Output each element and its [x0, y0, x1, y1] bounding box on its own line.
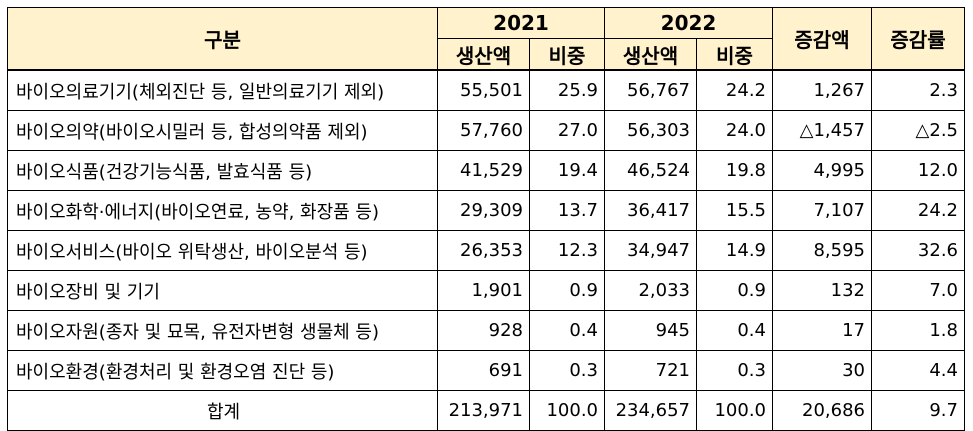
table-row: 바이오식품(건강기능식품, 발효식품 등) 41,529 19.4 46,524… — [7, 150, 965, 191]
cell-change-amount: 8,595 — [772, 230, 872, 271]
cell-production-2021: 57,760 — [437, 110, 530, 151]
cell-production-2022: 945 — [604, 310, 697, 351]
cell-production-2022: 2,033 — [604, 270, 697, 311]
cell-share-2022: 24.2 — [696, 69, 773, 111]
cell-change-rate: 7.0 — [871, 270, 965, 311]
cell-production-2021: 55,501 — [437, 69, 530, 111]
cell-share-2022: 0.9 — [696, 270, 773, 311]
total-production-2022: 234,657 — [604, 390, 697, 431]
cell-share-2021: 0.4 — [529, 310, 605, 351]
cell-production-2022: 46,524 — [604, 150, 697, 191]
cell-production-2022: 34,947 — [604, 230, 697, 271]
cell-change-amount: 132 — [772, 270, 872, 311]
cell-change-amount: 7,107 — [772, 190, 872, 231]
cell-production-2021: 29,309 — [437, 190, 530, 231]
cell-production-2021: 928 — [437, 310, 530, 351]
total-label: 합계 — [7, 390, 438, 431]
header-year-2021: 2021 — [437, 7, 605, 39]
header-production-2021: 생산액 — [437, 38, 530, 71]
row-label: 바이오화학·에너지(바이오연료, 농약, 화장품 등) — [7, 190, 438, 231]
header-share-2022: 비중 — [696, 38, 773, 71]
cell-change-rate: 1.8 — [871, 310, 965, 351]
table-row: 바이오의료기기(체외진단 등, 일반의료기기 제외) 55,501 25.9 5… — [7, 69, 965, 111]
cell-share-2021: 0.3 — [529, 350, 605, 391]
cell-change-amount: 1,267 — [772, 69, 872, 111]
cell-change-amount: 17 — [772, 310, 872, 351]
row-label: 바이오서비스(바이오 위탁생산, 바이오분석 등) — [7, 230, 438, 271]
cell-change-amount: 4,995 — [772, 150, 872, 191]
total-row: 합계 213,971 100.0 234,657 100.0 20,686 9.… — [7, 390, 965, 431]
table-row: 바이오화학·에너지(바이오연료, 농약, 화장품 등) 29,309 13.7 … — [7, 190, 965, 231]
cell-share-2021: 19.4 — [529, 150, 605, 191]
cell-production-2022: 56,303 — [604, 110, 697, 151]
cell-share-2021: 27.0 — [529, 110, 605, 151]
cell-share-2022: 15.5 — [696, 190, 773, 231]
cell-production-2022: 721 — [604, 350, 697, 391]
cell-share-2022: 14.9 — [696, 230, 773, 271]
total-share-2021: 100.0 — [529, 390, 605, 431]
cell-production-2021: 41,529 — [437, 150, 530, 191]
cell-production-2021: 1,901 — [437, 270, 530, 311]
total-production-2021: 213,971 — [437, 390, 530, 431]
table-header: 구분 2021 2022 증감액 증감률 생산액 비중 생산액 비중 — [7, 7, 965, 71]
cell-change-amount: △1,457 — [772, 110, 872, 151]
table-row: 바이오의약(바이오시밀러 등, 합성의약품 제외) 57,760 27.0 56… — [7, 110, 965, 151]
table-row: 바이오장비 및 기기 1,901 0.9 2,033 0.9 132 7.0 — [7, 270, 965, 311]
header-year-2022: 2022 — [604, 7, 773, 39]
total-change-rate: 9.7 — [871, 390, 965, 431]
row-label: 바이오의약(바이오시밀러 등, 합성의약품 제외) — [7, 110, 438, 151]
header-change-amount: 증감액 — [772, 7, 872, 71]
cell-share-2022: 19.8 — [696, 150, 773, 191]
cell-change-rate: 24.2 — [871, 190, 965, 231]
total-share-2022: 100.0 — [696, 390, 773, 431]
cell-change-rate: 12.0 — [871, 150, 965, 191]
cell-production-2022: 36,417 — [604, 190, 697, 231]
cell-production-2021: 691 — [437, 350, 530, 391]
cell-production-2021: 26,353 — [437, 230, 530, 271]
cell-change-rate: 2.3 — [871, 69, 965, 111]
table-row: 바이오자원(종자 및 묘목, 유전자변형 생물체 등) 928 0.4 945 … — [7, 310, 965, 351]
bio-production-table: 구분 2021 2022 증감액 증감률 생산액 비중 생산액 비중 바이오의료… — [7, 7, 965, 431]
cell-share-2022: 24.0 — [696, 110, 773, 151]
header-category: 구분 — [7, 7, 438, 71]
table-row: 바이오환경(환경처리 및 환경오염 진단 등) 691 0.3 721 0.3 … — [7, 350, 965, 391]
cell-change-amount: 30 — [772, 350, 872, 391]
cell-share-2021: 25.9 — [529, 69, 605, 111]
cell-share-2021: 0.9 — [529, 270, 605, 311]
header-share-2021: 비중 — [529, 38, 605, 71]
row-label: 바이오의료기기(체외진단 등, 일반의료기기 제외) — [7, 69, 438, 111]
row-label: 바이오식품(건강기능식품, 발효식품 등) — [7, 150, 438, 191]
table-body: 바이오의료기기(체외진단 등, 일반의료기기 제외) 55,501 25.9 5… — [7, 69, 965, 431]
cell-share-2021: 12.3 — [529, 230, 605, 271]
cell-production-2022: 56,767 — [604, 69, 697, 111]
cell-change-rate: 32.6 — [871, 230, 965, 271]
cell-change-rate: 4.4 — [871, 350, 965, 391]
cell-share-2022: 0.3 — [696, 350, 773, 391]
row-label: 바이오장비 및 기기 — [7, 270, 438, 311]
total-change-amount: 20,686 — [772, 390, 872, 431]
header-production-2022: 생산액 — [604, 38, 697, 71]
table-row: 바이오서비스(바이오 위탁생산, 바이오분석 등) 26,353 12.3 34… — [7, 230, 965, 271]
cell-change-rate: △2.5 — [871, 110, 965, 151]
header-change-rate: 증감률 — [871, 7, 965, 71]
cell-share-2022: 0.4 — [696, 310, 773, 351]
table-container: 구분 2021 2022 증감액 증감률 생산액 비중 생산액 비중 바이오의료… — [7, 7, 965, 431]
row-label: 바이오환경(환경처리 및 환경오염 진단 등) — [7, 350, 438, 391]
row-label: 바이오자원(종자 및 묘목, 유전자변형 생물체 등) — [7, 310, 438, 351]
cell-share-2021: 13.7 — [529, 190, 605, 231]
